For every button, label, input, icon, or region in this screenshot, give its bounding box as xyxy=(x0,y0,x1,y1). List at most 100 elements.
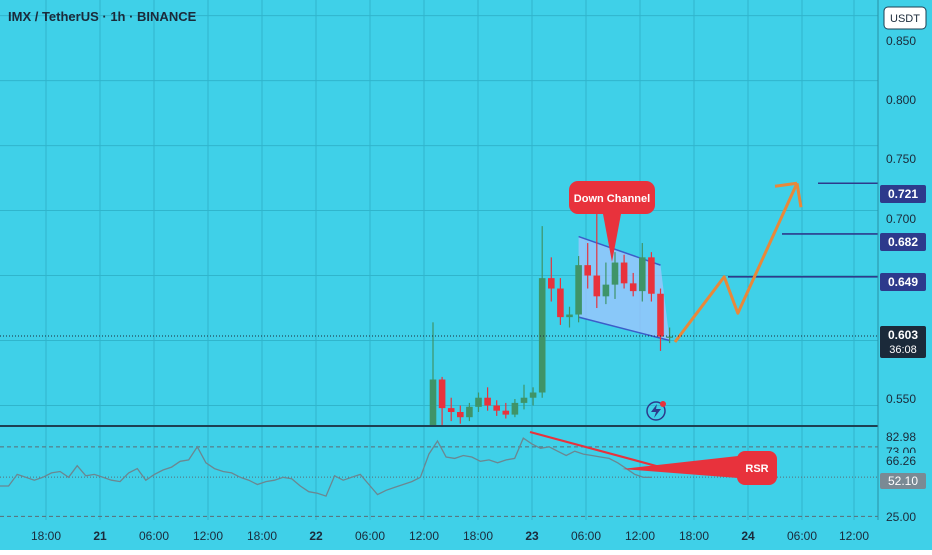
rsi-current-label: 52.10 xyxy=(880,473,926,489)
candle xyxy=(438,376,446,425)
price-label-level-1: 0.721 xyxy=(880,185,926,203)
candle-body xyxy=(602,284,610,297)
channel-lower-line[interactable] xyxy=(578,316,670,342)
candle-countdown: 36:08 xyxy=(889,344,917,356)
candle xyxy=(629,272,637,297)
time-tick: 23 xyxy=(525,529,539,543)
candle xyxy=(457,405,464,424)
candle-body xyxy=(529,392,537,398)
candle-body xyxy=(648,257,655,294)
price-axis[interactable]: 0.850 0.800 0.750 0.700 0.550 xyxy=(886,34,916,406)
candle-body xyxy=(475,397,482,407)
candle-body xyxy=(538,278,546,393)
candle-body xyxy=(575,265,582,315)
grid-lines xyxy=(0,0,878,520)
candle xyxy=(520,384,528,410)
time-tick: 18:00 xyxy=(247,529,277,543)
candle-body xyxy=(557,288,564,318)
candle-body xyxy=(429,379,437,425)
candle xyxy=(475,392,482,413)
candle xyxy=(639,243,646,302)
forecast-path xyxy=(673,182,799,343)
candle xyxy=(493,400,500,416)
rsr-callout: RSR xyxy=(622,451,777,485)
channel-upper-line[interactable] xyxy=(578,235,661,266)
candle-body xyxy=(466,406,473,418)
forecast-arrowhead xyxy=(774,181,798,188)
time-tick: 18:00 xyxy=(31,529,61,543)
price-label-level-2: 0.682 xyxy=(880,233,926,251)
rsi-divergence-line xyxy=(529,430,661,469)
price-tick: 0.700 xyxy=(886,212,916,226)
candle xyxy=(447,397,455,422)
candle-body xyxy=(511,402,519,415)
candle xyxy=(484,387,491,411)
candle-body xyxy=(493,405,500,411)
price-label-text: 0.649 xyxy=(888,275,918,289)
rsi-tick: 25.00 xyxy=(886,510,916,524)
candle-body xyxy=(520,397,528,403)
time-tick: 06:00 xyxy=(787,529,817,543)
price-label-text: 0.721 xyxy=(888,187,918,201)
time-tick: 12:00 xyxy=(839,529,869,543)
price-label-text: 0.682 xyxy=(888,235,918,249)
candle xyxy=(584,243,591,289)
price-tick: 0.800 xyxy=(886,93,916,107)
forecast-arrowhead xyxy=(795,183,803,208)
rsi-axis[interactable]: 82.98 73.00 66.26 52.10 25.00 xyxy=(880,429,926,524)
rsi-tick-high: 82.98 xyxy=(880,429,926,444)
candle xyxy=(593,210,601,309)
candle-body xyxy=(629,283,637,292)
time-tick: 06:00 xyxy=(355,529,385,543)
time-tick: 12:00 xyxy=(409,529,439,543)
candle xyxy=(429,322,437,425)
forecast-arrow xyxy=(673,181,803,343)
candle-body xyxy=(584,265,591,276)
price-tick: 0.850 xyxy=(886,34,916,48)
candle xyxy=(529,387,537,406)
candle xyxy=(666,327,673,344)
symbol-title: IMX / TetherUS · 1h · BINANCE xyxy=(8,9,197,24)
time-axis[interactable]: 18:00 21 06:00 12:00 18:00 22 06:00 12:0… xyxy=(31,529,869,543)
time-tick: 21 xyxy=(93,529,107,543)
rsr-callout-text: RSR xyxy=(745,463,768,475)
candle-body xyxy=(666,336,673,338)
candle-body xyxy=(620,262,628,284)
time-tick: 12:00 xyxy=(193,529,223,543)
candle-body xyxy=(639,257,646,292)
currency-button[interactable]: USDT xyxy=(883,6,927,30)
rsi-line xyxy=(0,437,652,497)
time-tick: 06:00 xyxy=(139,529,169,543)
current-price-text: 0.603 xyxy=(888,328,918,342)
candle-body xyxy=(438,379,446,409)
currency-label: USDT xyxy=(890,13,920,25)
candle xyxy=(566,306,573,328)
candle-body xyxy=(657,293,664,337)
rsi-tick: 66.26 xyxy=(886,454,916,468)
candle xyxy=(548,257,555,302)
candles xyxy=(429,210,673,425)
candle-body xyxy=(457,412,464,418)
time-tick: 12:00 xyxy=(625,529,655,543)
time-tick: 18:00 xyxy=(679,529,709,543)
candle xyxy=(466,402,473,422)
candle xyxy=(620,254,628,289)
candle-body xyxy=(447,408,455,413)
candle xyxy=(557,278,564,325)
flash-alert-icon[interactable] xyxy=(646,401,666,421)
candle xyxy=(511,399,519,418)
candle xyxy=(575,256,582,323)
candle xyxy=(602,262,610,305)
time-tick: 06:00 xyxy=(571,529,601,543)
candle xyxy=(657,288,664,351)
candle xyxy=(648,252,655,302)
candle xyxy=(502,402,510,419)
down-channel-callout: Down Channel xyxy=(569,181,655,262)
candle-body xyxy=(611,262,619,285)
price-tick: 0.550 xyxy=(886,392,916,406)
candle xyxy=(611,252,619,299)
rsi-pane xyxy=(0,430,878,517)
